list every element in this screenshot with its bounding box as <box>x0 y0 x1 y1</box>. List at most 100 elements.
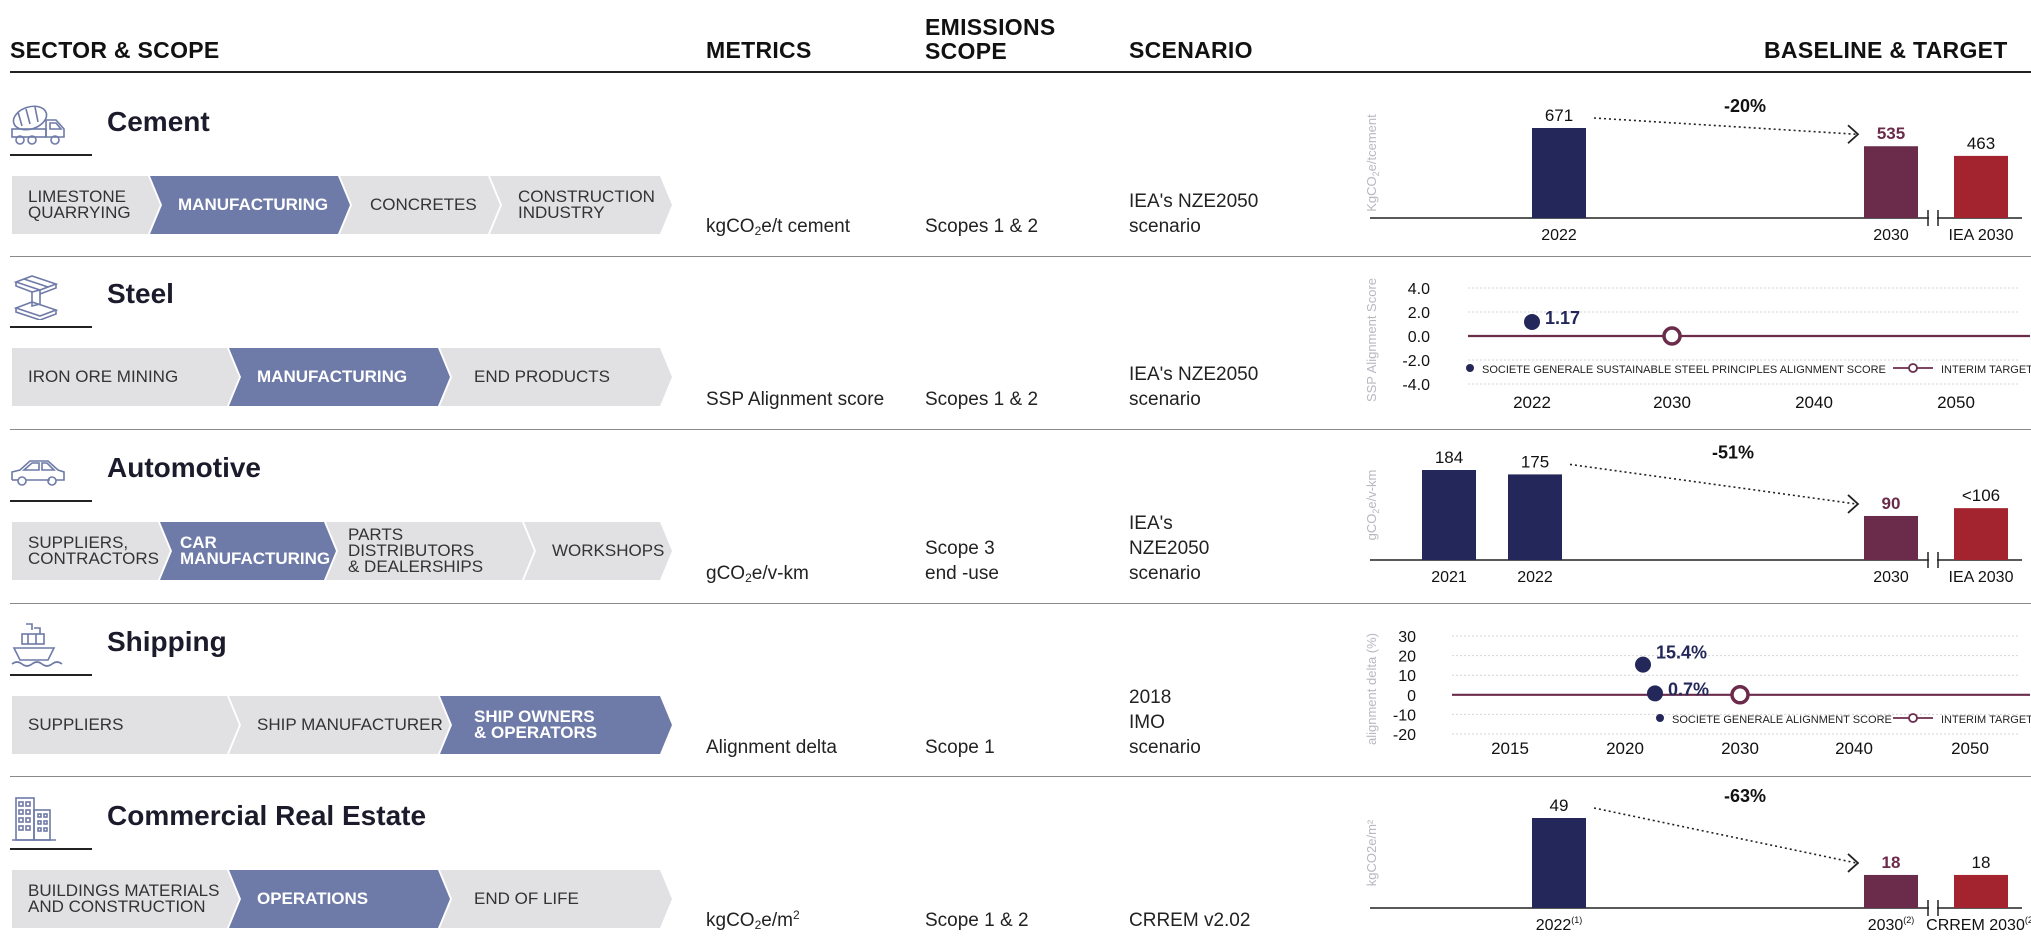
row-divider <box>10 776 2031 777</box>
change-label: -51% <box>1712 442 1754 462</box>
scenario-cell: CRREM v2.02 <box>1129 910 1251 931</box>
header-sector-scope: SECTOR & SCOPE <box>10 37 220 63</box>
x-tick-label: 2030 <box>1653 393 1691 412</box>
x-tick-label: 2040 <box>1795 393 1833 412</box>
value-chain: SUPPLIERS, CONTRACTORS CAR MANUFACTURING… <box>12 522 672 580</box>
chart-cement-bars: KgCO2e/tcement 671 2022 535 2030 463 IEA 2030 -… <box>1364 96 2022 244</box>
axis-break-gap <box>1929 557 1937 563</box>
legend-target-label: INTERIM TARGET <box>1941 364 2031 376</box>
legend-score-label: SOCIETE GENERALE ALIGNMENT SCORE <box>1672 714 1892 726</box>
bar-value-label: 535 <box>1877 124 1905 143</box>
sector-title: Automotive <box>107 452 261 483</box>
value-chain: SUPPLIERS SHIP MANUFACTURER SHIP OWNERS … <box>12 696 672 754</box>
metric-cell: SSP Alignment score <box>706 389 885 410</box>
x-tick-label: 2022 <box>1517 569 1553 586</box>
y-axis-label: KgCO2e/tcement <box>1364 114 1381 212</box>
axis-break-gap <box>1929 905 1937 911</box>
chart-shipping-alignment: alignment delta (%) 30 20 10 0 -10 -20 2015 2020… <box>1364 629 2031 758</box>
x-tick-label: 2020 <box>1606 739 1644 758</box>
header-divider <box>10 71 2031 73</box>
x-tick-label: 2030(2) <box>1868 915 1915 934</box>
header-emissions-scope: EMISSIONS SCOPE <box>925 14 1056 64</box>
value-chain: BUILDINGS MATERIALS AND CONSTRUCTION OPE… <box>12 870 672 928</box>
score-value-label: 15.4% <box>1656 643 1707 663</box>
scenario-cell: IEA's NZE2050 scenario <box>1129 364 1259 410</box>
emissions-scope-cell: Scopes 1 & 2 <box>925 216 1039 237</box>
metric-cell: kgCO2e/m2 <box>706 908 800 932</box>
trend-arrowhead <box>1847 853 1860 873</box>
bar-value-label: <106 <box>1962 486 2000 505</box>
chain-step: SUPPLIERS, CONTRACTORS <box>12 522 170 580</box>
y-axis-label: SSP Alignment Score <box>1364 278 1379 402</box>
chain-step: SUPPLIERS <box>12 696 239 754</box>
trend-dotted-line <box>1569 463 1857 505</box>
title-underline <box>10 500 92 502</box>
header-baseline-target: BASELINE & TARGET <box>1764 37 2008 63</box>
y-tick-label: 30 <box>1398 629 1416 646</box>
metric-cell: kgCO2e/t cement <box>706 216 850 238</box>
bar-value-label: 463 <box>1967 134 1995 153</box>
car-icon <box>11 460 65 486</box>
y-axis-label: gCO2e/v-km <box>1364 470 1381 541</box>
chain-step-highlighted: OPERATIONS <box>229 870 450 928</box>
title-underline <box>10 154 92 156</box>
bar-value-label: 175 <box>1521 452 1549 471</box>
x-tick-label: 2050 <box>1937 393 1975 412</box>
bar-value-label: 671 <box>1545 106 1573 125</box>
chart-automotive-bars: gCO2e/v-km 184 2021 175 2022 90 2030 <106 IEA 20… <box>1364 442 2022 586</box>
x-tick-label: 2030 <box>1721 739 1759 758</box>
y-tick-label: -10 <box>1393 707 1416 724</box>
legend-target-label: INTERIM TARGET <box>1941 714 2031 726</box>
title-underline <box>10 848 92 850</box>
y-tick-label: 20 <box>1398 649 1416 666</box>
y-tick-label: -4.0 <box>1402 377 1430 394</box>
y-tick-label: -2.0 <box>1402 353 1430 370</box>
steel-beam-icon <box>13 275 59 320</box>
emissions-scope-cell: Scope 3 end -use <box>925 538 999 584</box>
bar <box>1864 515 1918 560</box>
sector-title: Cement <box>107 106 210 137</box>
bar <box>1532 818 1586 908</box>
y-axis-label: alignment delta (%) <box>1364 633 1379 745</box>
bar-value-label: 49 <box>1550 796 1569 815</box>
sector-title: Shipping <box>107 626 227 657</box>
scenario-cell: IEA's NZE2050 scenario <box>1129 513 1210 584</box>
y-tick-label: -20 <box>1393 727 1416 744</box>
change-label: -20% <box>1724 96 1766 116</box>
alignment-score-dot <box>1524 313 1540 330</box>
value-chain: IRON ORE MINING MANUFACTURING END PRODUC… <box>12 348 672 406</box>
bar <box>1508 474 1562 560</box>
metric-cell: Alignment delta <box>706 737 837 758</box>
bar-value-label: 90 <box>1882 494 1901 513</box>
x-tick-label: 2021 <box>1431 569 1467 586</box>
bar <box>1864 874 1918 908</box>
y-tick-label: 10 <box>1398 668 1416 685</box>
score-value-label: 1.17 <box>1545 308 1580 328</box>
cement-mixer-truck-icon <box>11 105 65 145</box>
header-metrics: METRICS <box>706 37 812 63</box>
sector-title: Commercial Real Estate <box>107 800 427 831</box>
trend-arrowhead <box>1847 494 1860 514</box>
title-underline <box>10 326 92 328</box>
sector-title: Steel <box>107 278 174 309</box>
chart-steel-alignment: SSP Alignment Score 4.0 2.0 0.0 -2.0 -4.0 2022… <box>1364 278 2031 412</box>
chain-step: IRON ORE MINING <box>12 348 239 406</box>
x-tick-label: 2050 <box>1951 739 1989 758</box>
chain-step: CONSTRUCTION INDUSTRY <box>490 176 672 234</box>
bar <box>1954 155 2008 218</box>
chain-step-highlighted: MANUFACTURING <box>229 348 450 406</box>
bar <box>1422 470 1476 560</box>
emissions-scope-cell: Scopes 1 & 2 <box>925 389 1039 410</box>
x-tick-label: 2022(1) <box>1536 915 1583 934</box>
trend-arrowhead <box>1847 124 1860 144</box>
legend-score-marker <box>1466 364 1474 372</box>
change-label: -63% <box>1724 786 1766 806</box>
y-axis-label: kgCO2e/m² <box>1364 819 1379 886</box>
x-tick-label: IEA 2030 <box>1949 569 2014 586</box>
x-tick-label: 2030 <box>1873 569 1909 586</box>
chain-step: CONCRETES <box>340 176 500 234</box>
bar-value-label: 184 <box>1435 448 1463 467</box>
scenario-cell: 2018 IMO scenario <box>1129 687 1201 758</box>
bar-value-label: 18 <box>1972 853 1991 872</box>
axis-break-gap <box>1929 215 1937 221</box>
